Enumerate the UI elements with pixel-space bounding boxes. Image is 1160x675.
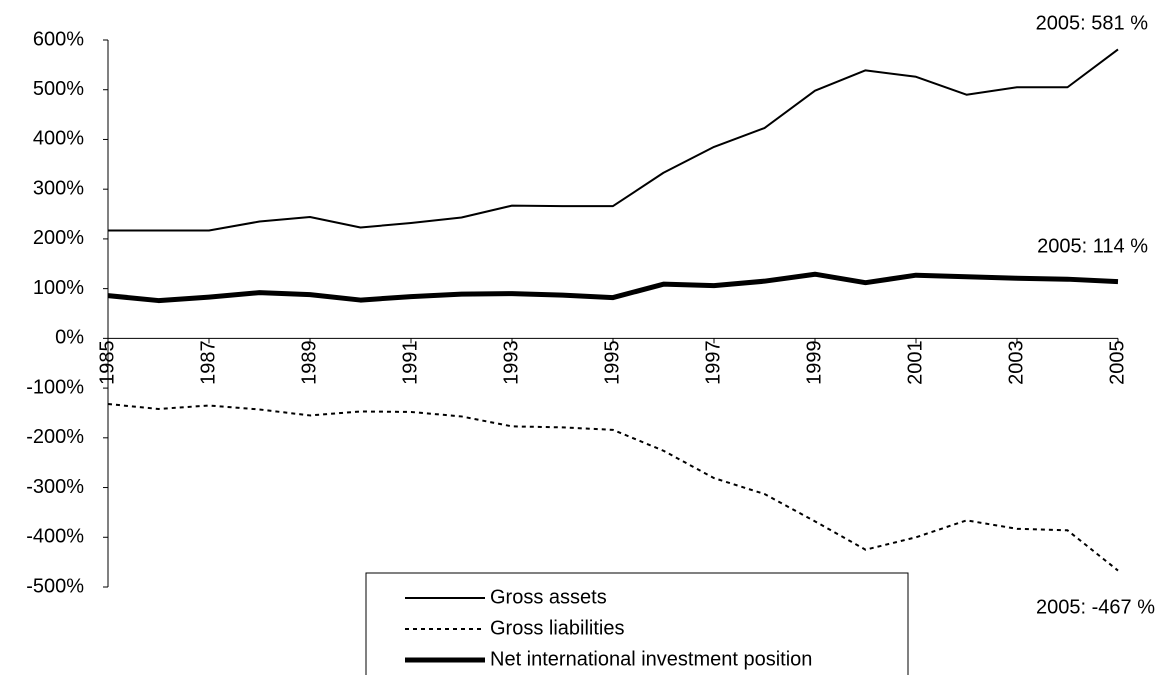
- y-tick-label: 200%: [33, 227, 84, 249]
- y-tick-label: -200%: [26, 426, 84, 448]
- line-series: [107, 271, 1119, 304]
- annotation: 2005: -467 %: [1036, 596, 1155, 618]
- x-tick-label: 2005: [1106, 340, 1128, 385]
- x-tick-label: 1987: [197, 340, 219, 385]
- annotation: 2005: 114 %: [1037, 235, 1148, 257]
- legend-label: Net international investment position: [490, 648, 812, 670]
- y-tick-label: -300%: [26, 476, 84, 498]
- annotation: 2005: 581 %: [1036, 12, 1149, 34]
- x-tick-label: 1999: [803, 340, 825, 385]
- x-tick-label: 1997: [702, 340, 724, 385]
- y-tick-label: -500%: [26, 575, 84, 597]
- x-tick-label: 2001: [904, 340, 926, 385]
- y-tick-label: -100%: [26, 376, 84, 398]
- x-tick-label: 1995: [601, 340, 623, 385]
- x-tick-label: 2003: [1005, 340, 1027, 385]
- x-tick-label: 1993: [500, 340, 522, 385]
- x-tick-label: 1985: [96, 340, 118, 385]
- x-tick-label: 1989: [298, 340, 320, 385]
- y-tick-label: 0%: [55, 327, 84, 349]
- y-tick-label: 600%: [33, 28, 84, 50]
- y-tick-label: 400%: [33, 128, 84, 150]
- y-tick-label: 100%: [33, 277, 84, 299]
- line-series: [107, 403, 1119, 572]
- legend-label: Gross assets: [490, 586, 607, 608]
- y-tick-label: 300%: [33, 177, 84, 199]
- x-tick-label: 1991: [399, 340, 421, 385]
- line-series: [108, 48, 1119, 232]
- y-tick-label: 500%: [33, 78, 84, 100]
- legend-label: Gross liabilities: [490, 617, 624, 639]
- y-tick-label: -400%: [26, 526, 84, 548]
